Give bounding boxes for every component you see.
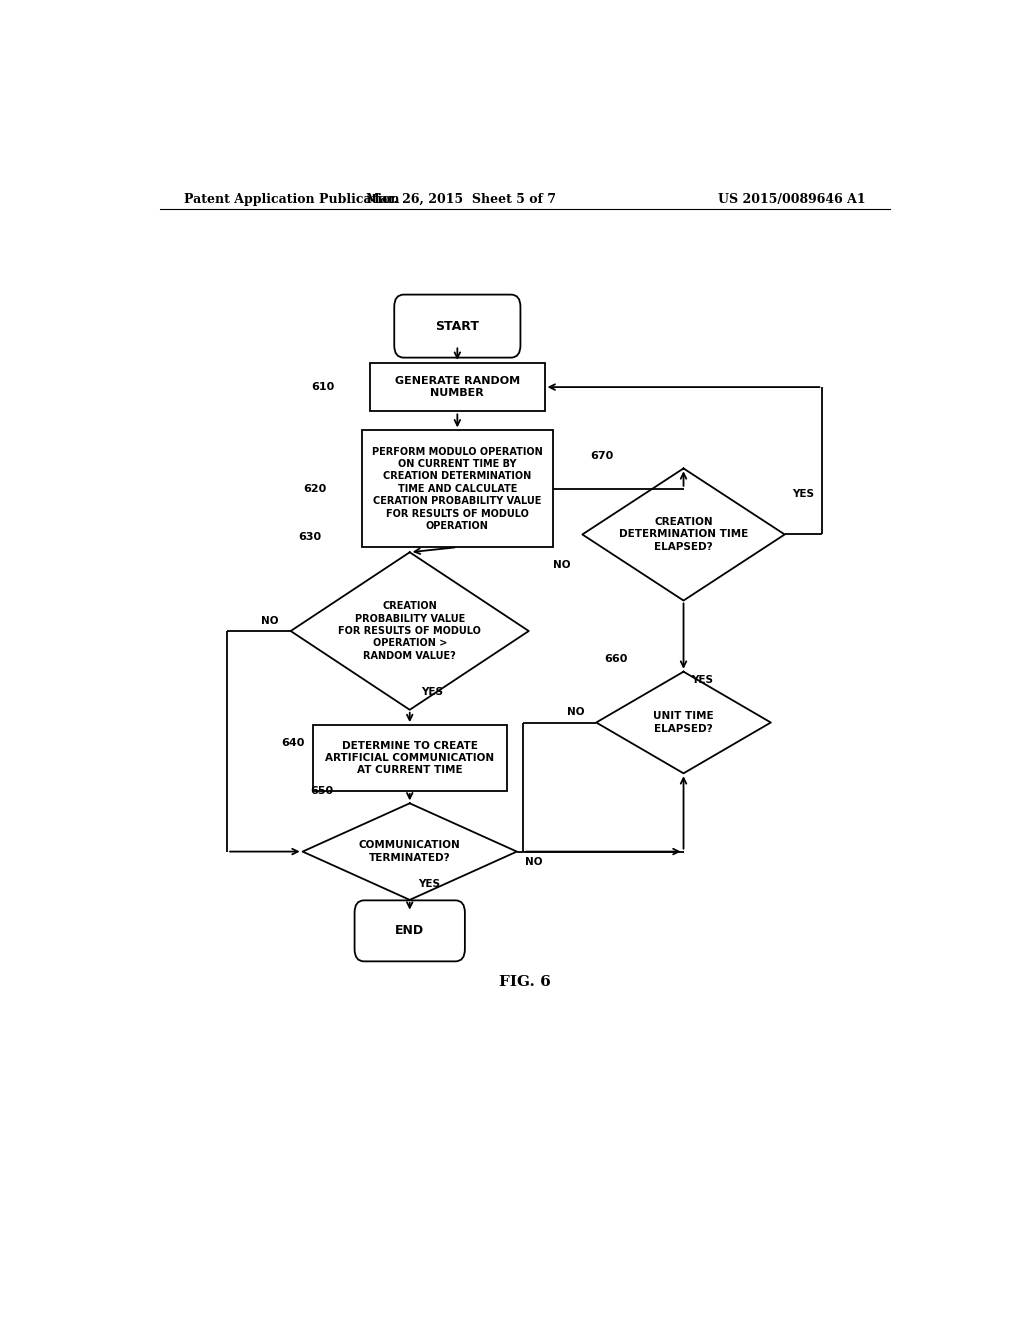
Text: GENERATE RANDOM
NUMBER: GENERATE RANDOM NUMBER — [395, 376, 520, 399]
Text: NO: NO — [553, 560, 570, 570]
Text: 640: 640 — [282, 738, 304, 748]
Text: START: START — [435, 319, 479, 333]
Text: YES: YES — [793, 488, 815, 499]
Bar — [312, 725, 507, 791]
Text: COMMUNICATION
TERMINATED?: COMMUNICATION TERMINATED? — [358, 841, 461, 863]
Text: CREATION
DETERMINATION TIME
ELAPSED?: CREATION DETERMINATION TIME ELAPSED? — [618, 517, 749, 552]
Text: 610: 610 — [311, 381, 334, 392]
Text: NO: NO — [261, 616, 279, 626]
Polygon shape — [303, 804, 517, 900]
Text: 660: 660 — [604, 655, 628, 664]
Bar — [362, 430, 553, 548]
Text: NO: NO — [524, 857, 543, 867]
Text: NO: NO — [567, 708, 585, 717]
Polygon shape — [291, 552, 528, 710]
FancyBboxPatch shape — [394, 294, 520, 358]
Text: 630: 630 — [299, 532, 322, 543]
Text: US 2015/0089646 A1: US 2015/0089646 A1 — [719, 193, 866, 206]
Text: FIG. 6: FIG. 6 — [499, 974, 551, 989]
Text: Patent Application Publication: Patent Application Publication — [183, 193, 399, 206]
Text: YES: YES — [418, 879, 439, 888]
Text: CREATION
PROBABILITY VALUE
FOR RESULTS OF MODULO
OPERATION >
RANDOM VALUE?: CREATION PROBABILITY VALUE FOR RESULTS O… — [338, 601, 481, 661]
Polygon shape — [596, 672, 771, 774]
Text: PERFORM MODULO OPERATION
ON CURRENT TIME BY
CREATION DETERMINATION
TIME AND CALC: PERFORM MODULO OPERATION ON CURRENT TIME… — [372, 446, 543, 531]
Text: YES: YES — [422, 686, 443, 697]
Text: YES: YES — [691, 675, 714, 685]
Text: END: END — [395, 924, 424, 937]
Bar — [370, 363, 545, 412]
Text: 650: 650 — [310, 787, 334, 796]
FancyBboxPatch shape — [354, 900, 465, 961]
Text: UNIT TIME
ELAPSED?: UNIT TIME ELAPSED? — [653, 711, 714, 734]
Text: 670: 670 — [590, 451, 613, 461]
Polygon shape — [583, 469, 784, 601]
Text: DETERMINE TO CREATE
ARTIFICIAL COMMUNICATION
AT CURRENT TIME: DETERMINE TO CREATE ARTIFICIAL COMMUNICA… — [326, 741, 495, 775]
Text: 620: 620 — [303, 483, 327, 494]
Text: Mar. 26, 2015  Sheet 5 of 7: Mar. 26, 2015 Sheet 5 of 7 — [367, 193, 556, 206]
